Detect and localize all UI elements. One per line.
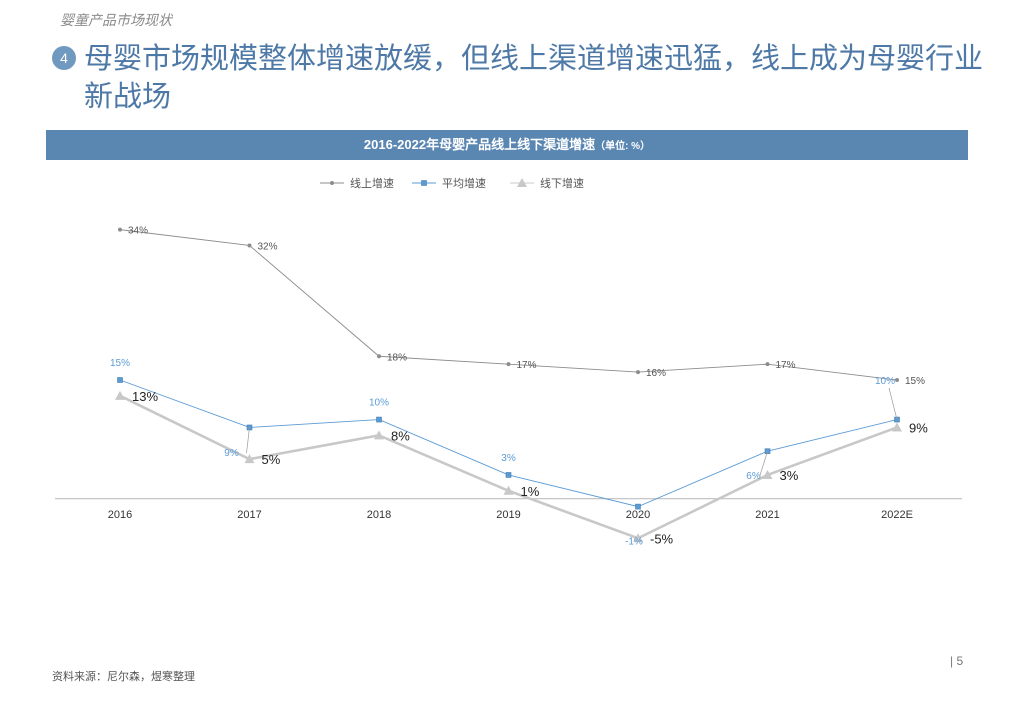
data-point — [115, 390, 125, 400]
data-label: -1% — [625, 537, 643, 548]
data-point — [117, 377, 123, 383]
legend-marker — [330, 181, 334, 185]
source-note: 资料来源：尼尔森，煜寒整理 — [52, 671, 195, 683]
data-label: 34% — [128, 226, 148, 237]
data-point — [505, 472, 512, 478]
data-label: 10% — [875, 376, 895, 387]
leader-line — [246, 427, 250, 454]
data-label: 8% — [391, 428, 410, 443]
data-point — [376, 416, 382, 423]
data-label: 3% — [501, 453, 516, 464]
data-label: 32% — [258, 241, 278, 252]
data-point — [765, 362, 770, 367]
data-label: 16% — [646, 368, 666, 379]
section-number-badge: 4 — [52, 46, 76, 70]
line-chart: 2016 2017 2018 2019 2020 2021 2022E 线上增速 平均增速 线下增… — [55, 176, 962, 548]
data-point — [503, 485, 514, 495]
data-point — [247, 243, 252, 248]
data-point — [635, 503, 641, 510]
legend-marker — [421, 180, 427, 186]
data-point — [895, 378, 899, 382]
x-tick-label: 2020 — [626, 509, 650, 521]
data-label: 6% — [746, 471, 761, 482]
data-point — [506, 362, 511, 367]
x-tick-label: 2022E — [881, 509, 913, 521]
data-label: 17% — [517, 360, 537, 371]
data-label: 5% — [262, 452, 281, 467]
data-point — [377, 354, 381, 359]
data-label: 15% — [110, 358, 130, 369]
data-label: 18% — [387, 352, 407, 363]
data-label: 3% — [780, 468, 799, 483]
x-tick-label: 2016 — [108, 509, 132, 521]
data-label: 17% — [776, 360, 796, 371]
leader-line — [888, 387, 898, 420]
data-point — [636, 370, 640, 375]
data-point — [633, 533, 643, 543]
data-label: 15% — [905, 376, 925, 387]
data-label: 9% — [224, 448, 239, 459]
x-tick-label: 2018 — [367, 509, 391, 521]
data-label: 10% — [369, 398, 389, 409]
section-label: 婴童产品市场现状 — [60, 12, 172, 28]
chart-title-bar: 2016-2022年母婴产品线上线下渠道增速（单位: %） — [46, 130, 968, 160]
data-label: -5% — [650, 531, 674, 546]
data-point — [244, 454, 255, 464]
leader-line — [759, 451, 768, 478]
legend-label: 线上增速 — [350, 176, 394, 190]
chart-unit: （单位: %） — [595, 141, 651, 152]
series-line — [119, 229, 898, 381]
data-point — [118, 227, 122, 232]
legend-label: 平均增速 — [442, 176, 486, 190]
chart-title: 2016-2022年母婴产品线上线下渠道增速 — [363, 137, 596, 152]
x-tick-label: 2021 — [755, 509, 779, 521]
data-label: 1% — [521, 484, 540, 499]
legend-marker — [517, 178, 527, 187]
page-number: | 5 — [950, 654, 964, 668]
data-label: 9% — [909, 420, 928, 435]
legend-label: 线下增速 — [540, 176, 584, 190]
data-label: 13% — [132, 389, 158, 404]
data-point — [762, 469, 773, 479]
page-headline: 母婴市场规模整体增速放缓，但线上渠道增速迅猛，线上成为母婴行业新战场 — [84, 43, 984, 113]
data-point — [374, 430, 384, 440]
data-point — [892, 422, 902, 432]
x-tick-label: 2019 — [496, 509, 520, 521]
x-tick-label: 2017 — [237, 509, 261, 521]
